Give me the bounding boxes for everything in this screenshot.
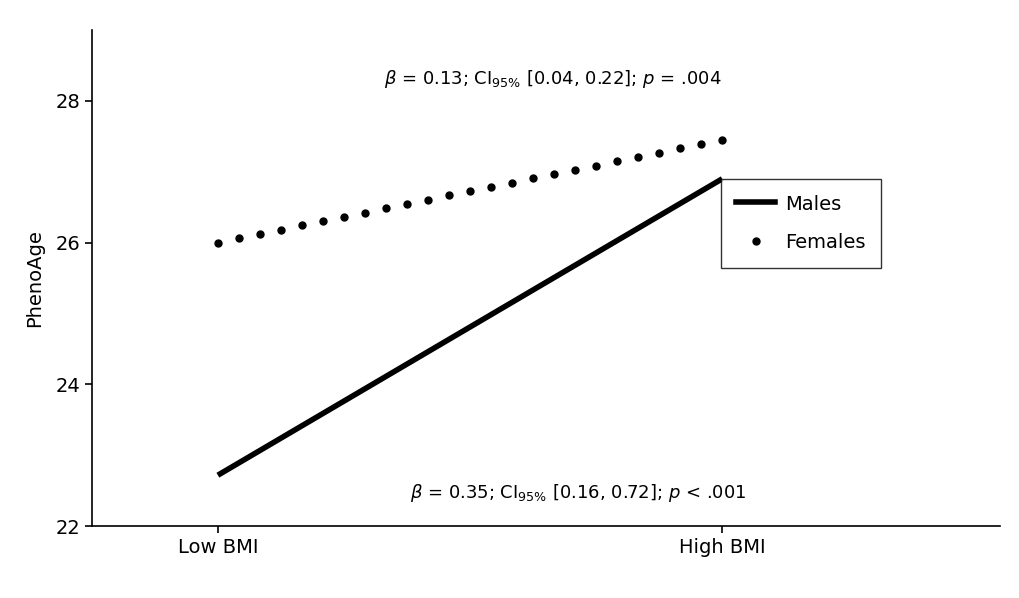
Y-axis label: PhenoAge: PhenoAge [25, 229, 44, 327]
Text: $\beta$ = 0.35; CI$_{95\%}$ [0.16, 0.72]; $p$ < .001: $\beta$ = 0.35; CI$_{95\%}$ [0.16, 0.72]… [410, 482, 745, 504]
Text: $\beta$ = 0.13; CI$_{95\%}$ [0.04, 0.22]; $p$ = .004: $\beta$ = 0.13; CI$_{95\%}$ [0.04, 0.22]… [384, 68, 721, 90]
Legend: Males, Females: Males, Females [720, 179, 880, 268]
